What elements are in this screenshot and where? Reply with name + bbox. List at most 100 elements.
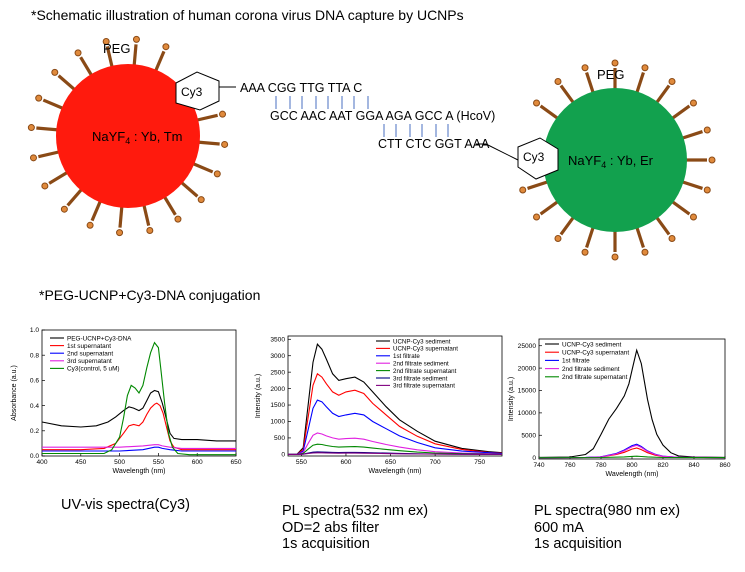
peg-tip	[703, 126, 711, 134]
series-line	[42, 444, 236, 449]
peg-tip	[74, 49, 82, 57]
conjugation-title: *PEG-UCNP+Cy3-DNA conjugation	[39, 287, 261, 303]
legend-label: PEG-UCNP+Cy3-DNA	[67, 335, 132, 342]
x-tick-label: 600	[340, 459, 351, 466]
series-line	[288, 432, 502, 455]
uv-vis-chart: 400 450 500 550 600 650 0.0 0.2 0.4 0.6 0.8 1.0 Wave…	[11, 327, 242, 475]
peg-tip	[27, 124, 35, 132]
peg-chain	[654, 84, 671, 105]
series-line	[539, 444, 725, 459]
x-axis-label: Wavelength (nm)	[112, 468, 165, 475]
left-ucnp-particle	[56, 64, 200, 208]
peg-tip	[219, 110, 227, 118]
base-pairs-top	[275, 96, 369, 109]
peg-tip	[689, 213, 697, 221]
x-axis-label: Wavelength (nm)	[368, 468, 421, 475]
dna-target-strand: GCC AAC AAT GGA AGA GCC A (HcoV)	[270, 109, 495, 123]
legend-label: 2nd filtrate supernatant	[562, 374, 628, 381]
y-tick-label: 1500	[270, 402, 285, 409]
peg-tip	[533, 99, 541, 107]
x-tick-label: 780	[595, 462, 606, 469]
peg-tip	[581, 64, 589, 72]
x-tick-label: 750	[474, 459, 485, 466]
peg-tip	[60, 205, 68, 213]
series-line	[288, 343, 502, 455]
x-tick-label: 740	[533, 462, 544, 469]
y-tick-label: 0.0	[30, 453, 39, 460]
y-tick-label: 0.6	[30, 378, 39, 385]
peg-tip	[29, 154, 37, 162]
schematic-title: *Schematic illustration of human corona …	[31, 7, 464, 23]
right-peg-linkers	[519, 59, 716, 261]
peg-chain	[118, 205, 124, 228]
peg-chain	[90, 199, 103, 222]
peg-tip	[41, 182, 49, 190]
series-line	[42, 389, 236, 442]
y-axis-label: Intensity (a.u.)	[255, 374, 262, 418]
series-line	[539, 455, 725, 459]
caption-line: UV-vis spectra(Cy3)	[61, 497, 190, 513]
left-peg-label: PEG	[103, 41, 130, 56]
legend-label: 1st filtrate	[393, 353, 420, 360]
peg-chain	[132, 44, 138, 67]
peg-chain	[162, 195, 177, 216]
pl-532-chart: 550 600 650 700 750 0 500 1000 1500 2000 2500 3000 3…	[255, 335, 503, 475]
legend-label: 3rd filtrate sediment	[393, 375, 448, 382]
legend-label: UCNP-Cy3 supernatant	[393, 346, 458, 353]
series-line	[42, 446, 236, 452]
legend-label: 1st filtrate	[562, 358, 590, 365]
peg-tip	[213, 170, 221, 178]
caption-line: OD=2 abs filter	[282, 519, 380, 536]
peg-tip	[668, 78, 676, 86]
legend-label: 3rd filtrate supernatant	[393, 383, 455, 390]
peg-tip	[689, 99, 697, 107]
y-tick-label: 20000	[518, 365, 537, 372]
legend-label: Cy3(control, 5 uM)	[67, 366, 120, 373]
series-line	[42, 341, 236, 456]
peg-tip	[554, 78, 562, 86]
dna-top-strand: AAA CGG TTG TTA C	[240, 81, 362, 95]
y-tick-label: 0	[281, 452, 285, 459]
peg-tip	[116, 229, 124, 237]
legend-label: 2nd filtrate sediment	[393, 361, 449, 368]
peg-tip	[102, 37, 110, 45]
right-cy3-tag	[517, 137, 559, 180]
peg-tip	[132, 35, 140, 43]
series-line	[288, 372, 502, 455]
peg-chain	[585, 72, 595, 94]
x-tick-label: 700	[430, 459, 441, 466]
y-tick-label: 0.4	[30, 403, 39, 410]
left-cy3-tag	[175, 71, 220, 111]
legend-label: 2nd filtrate sediment	[562, 366, 620, 373]
series-line	[288, 452, 502, 455]
x-tick-label: 650	[385, 459, 396, 466]
y-tick-label: 5000	[521, 432, 536, 439]
legend-label: 2nd filtrate supernatant	[393, 368, 457, 375]
y-tick-label: 15000	[518, 388, 537, 395]
peg-chain	[539, 199, 560, 216]
series-line	[539, 348, 725, 458]
peg-tip	[221, 140, 229, 148]
peg-tip	[554, 234, 562, 242]
peg-chain	[142, 203, 151, 227]
peg-chain	[195, 113, 219, 122]
peg-tip	[86, 221, 94, 229]
schematic-diagram: NaYF4 : Yb, Tm PEG Cy3 AAA CGG TTG TTA C…	[27, 35, 716, 261]
caption-pl532: PL spectra(532 nm ex) OD=2 abs filter 1s…	[282, 503, 428, 553]
peg-chain	[585, 226, 595, 248]
peg-chain	[635, 72, 645, 94]
plot-frame	[538, 338, 726, 460]
pl-980-chart: 740 760 780 800 820 840 860 0 5000 10000 15000 2000…	[508, 338, 731, 478]
x-tick-label: 840	[688, 462, 699, 469]
legend-label: 2nd supernatant	[67, 351, 113, 358]
peg-chain	[670, 104, 691, 121]
peg-chain	[681, 180, 703, 190]
legend-label: UCNP-Cy3 supernatant	[562, 350, 629, 357]
x-axis-label: Wavelength (nm)	[605, 471, 658, 478]
caption-pl980: PL spectra(980 nm ex) 600 mA 1s acquisit…	[534, 503, 680, 553]
series-line	[288, 399, 502, 455]
peg-chain	[36, 126, 59, 132]
peg-chain	[42, 98, 65, 111]
y-tick-label: 3500	[270, 336, 285, 343]
peg-chain	[66, 187, 84, 207]
